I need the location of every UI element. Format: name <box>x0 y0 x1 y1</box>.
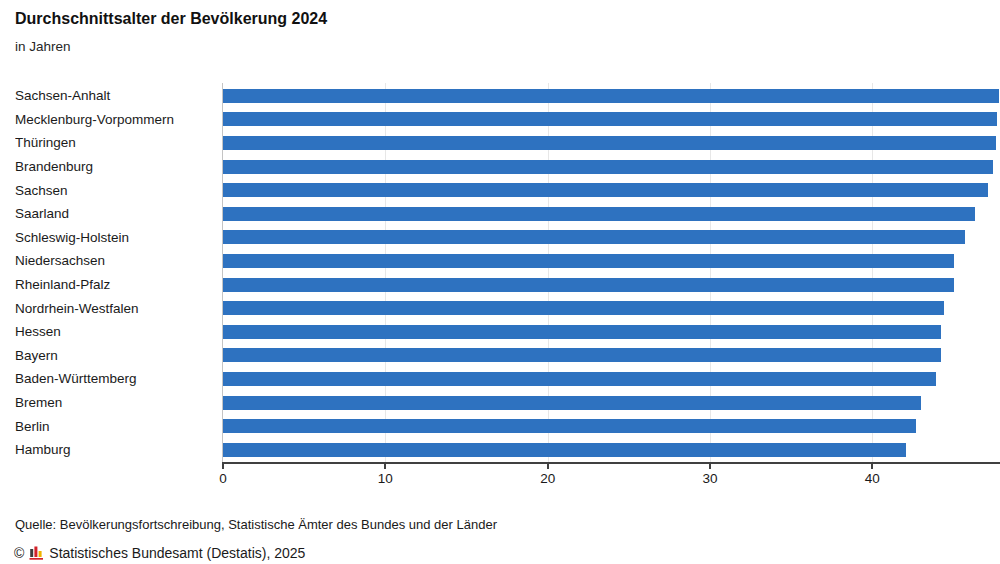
bar <box>223 183 988 197</box>
axis-tick <box>384 464 386 469</box>
chart-row: Baden-Württemberg <box>15 367 999 391</box>
bar <box>223 136 996 150</box>
category-label: Bremen <box>15 395 223 410</box>
source-text: Quelle: Bevölkerungsfortschreibung, Stat… <box>15 517 497 532</box>
axis-tick <box>709 464 711 469</box>
bar <box>223 89 999 103</box>
category-label: Bayern <box>15 348 223 363</box>
chart-row: Berlin <box>15 414 999 438</box>
chart-row: Sachsen <box>15 178 999 202</box>
x-axis-line <box>222 462 1000 464</box>
bar-track <box>223 443 999 457</box>
axis-tick-label: 30 <box>690 471 730 486</box>
bar-rows: Sachsen-Anhalt Mecklenburg-Vorpommern Thür… <box>15 84 999 462</box>
bar-track <box>223 419 999 433</box>
bar-track <box>223 348 999 362</box>
bar <box>223 301 944 315</box>
chart-row: Sachsen-Anhalt <box>15 84 999 108</box>
bar <box>223 325 941 339</box>
category-label: Nordrhein-Westfalen <box>15 301 223 316</box>
category-label: Brandenburg <box>15 159 223 174</box>
chart-title: Durchschnittsalter der Bevölkerung 2024 <box>15 10 327 28</box>
copyright-symbol: © <box>14 545 24 561</box>
bar <box>223 160 993 174</box>
bar <box>223 372 936 386</box>
bar <box>223 278 954 292</box>
chart-unit-label: in Jahren <box>15 39 71 54</box>
chart-row: Saarland <box>15 202 999 226</box>
copyright-text: Statistisches Bundesamt (Destatis), 2025 <box>49 545 305 561</box>
bar-track <box>223 372 999 386</box>
bar <box>223 112 997 126</box>
category-label: Sachsen <box>15 183 223 198</box>
chart-row: Hamburg <box>15 438 999 462</box>
chart-row: Rheinland-Pfalz <box>15 273 999 297</box>
chart-row: Thüringen <box>15 131 999 155</box>
bar-track <box>223 136 999 150</box>
bar-track <box>223 278 999 292</box>
chart-row: Nordrhein-Westfalen <box>15 296 999 320</box>
chart-row: Mecklenburg-Vorpommern <box>15 108 999 132</box>
category-label: Hamburg <box>15 442 223 457</box>
chart-row: Bayern <box>15 344 999 368</box>
axis-tick-label: 40 <box>852 471 892 486</box>
destatis-bars-icon <box>29 546 44 560</box>
bar-track <box>223 396 999 410</box>
axis-tick <box>871 464 873 469</box>
category-label: Rheinland-Pfalz <box>15 277 223 292</box>
bar-track <box>223 183 999 197</box>
bar-track <box>223 160 999 174</box>
category-label: Hessen <box>15 324 223 339</box>
bar-track <box>223 112 999 126</box>
copyright-line: © Statistisches Bundesamt (Destatis), 20… <box>14 545 305 561</box>
category-label: Sachsen-Anhalt <box>15 88 223 103</box>
bar <box>223 230 965 244</box>
axis-tick <box>547 464 549 469</box>
bar-track <box>223 254 999 268</box>
bar <box>223 443 906 457</box>
chart-row: Hessen <box>15 320 999 344</box>
bar <box>223 254 954 268</box>
bar-track <box>223 230 999 244</box>
category-label: Thüringen <box>15 135 223 150</box>
bar <box>223 419 916 433</box>
bar <box>223 348 941 362</box>
category-label: Baden-Württemberg <box>15 371 223 386</box>
axis-tick-label: 0 <box>203 471 243 486</box>
axis-tick-label: 10 <box>365 471 405 486</box>
bar-track <box>223 325 999 339</box>
axis-tick <box>222 464 224 469</box>
bar <box>223 207 975 221</box>
chart-row: Niedersachsen <box>15 249 999 273</box>
category-label: Niedersachsen <box>15 253 223 268</box>
bar <box>223 396 921 410</box>
bar-track <box>223 301 999 315</box>
category-label: Mecklenburg-Vorpommern <box>15 112 223 127</box>
average-age-bar-chart-page: Durchschnittsalter der Bevölkerung 2024 … <box>0 0 1000 564</box>
category-label: Saarland <box>15 206 223 221</box>
chart-row: Schleswig-Holstein <box>15 226 999 250</box>
category-label: Schleswig-Holstein <box>15 230 223 245</box>
bar-track <box>223 89 999 103</box>
axis-tick-label: 20 <box>528 471 568 486</box>
chart-row: Brandenburg <box>15 155 999 179</box>
category-label: Berlin <box>15 419 223 434</box>
chart-row: Bremen <box>15 391 999 415</box>
bar-track <box>223 207 999 221</box>
